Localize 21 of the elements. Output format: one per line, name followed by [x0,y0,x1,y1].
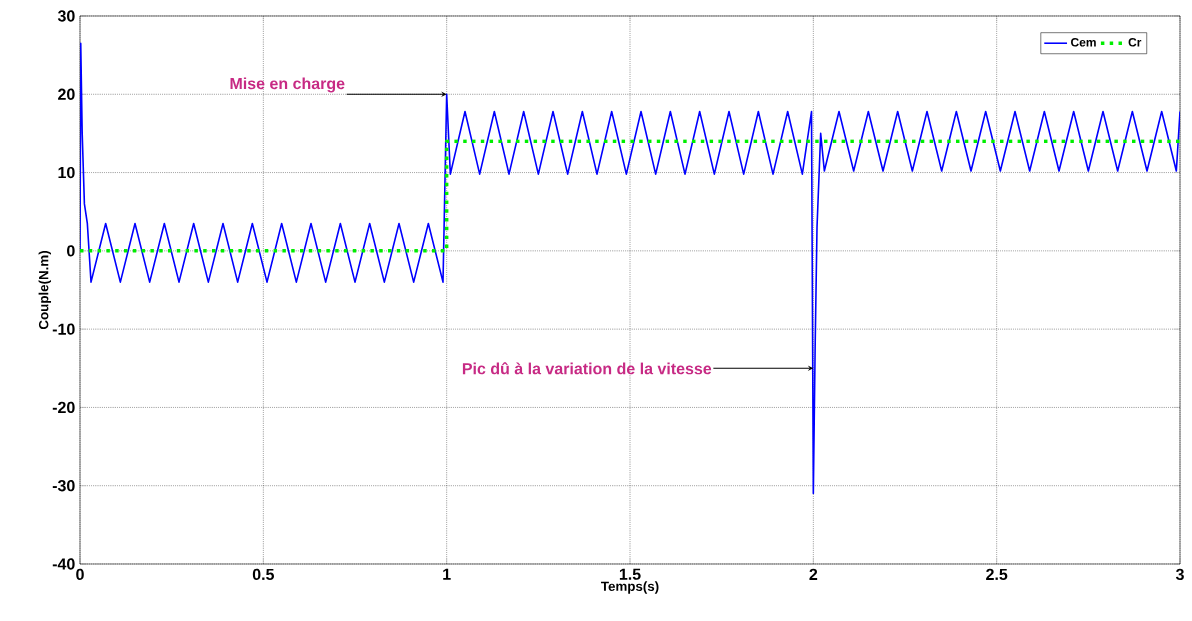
x-tick-label: 1.5 [619,568,641,580]
x-axis-title: Temps(s) [601,581,659,594]
y-tick-label: 0 [67,245,75,257]
legend-label: Cr [1128,37,1142,47]
y-tick-label: -10 [52,323,75,335]
y-tick-label: -40 [52,558,75,570]
y-tick-label: -20 [52,401,75,413]
y-axis-title: Couple(N.m) [38,250,52,329]
y-tick-label: 20 [58,88,75,100]
y-tick-label: 30 [57,10,75,22]
x-tick-label: 2.5 [986,568,1008,580]
x-tick-label: 3 [1175,568,1184,580]
x-tick-label: 0 [76,568,84,580]
y-tick-label: 10 [58,166,75,179]
annotation: Mise en charge [230,77,345,93]
annotation: Pic dû à la variation de la vitesse [462,362,712,375]
y-tick-label: -30 [52,479,75,492]
x-tick-label: 0.5 [252,568,275,580]
x-tick-label: 1 [443,568,451,580]
x-tick-label: 2 [809,568,818,580]
legend-label: Cem [1071,37,1096,47]
